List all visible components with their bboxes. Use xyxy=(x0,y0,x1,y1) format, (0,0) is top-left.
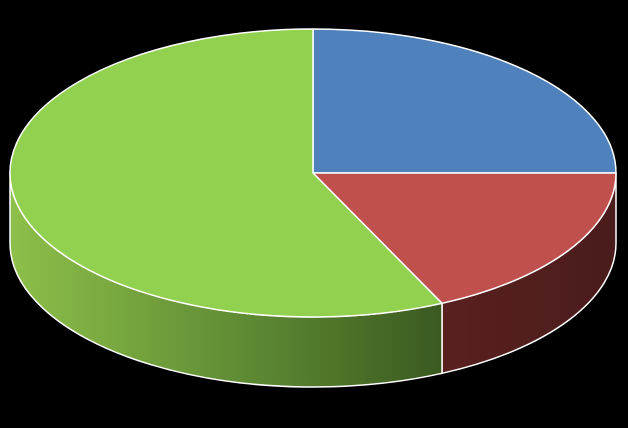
pie-slice-2 xyxy=(312,172,617,305)
pie-slice-3 xyxy=(9,28,443,318)
pie-slices xyxy=(9,28,617,318)
pie-slice-1 xyxy=(312,28,617,174)
